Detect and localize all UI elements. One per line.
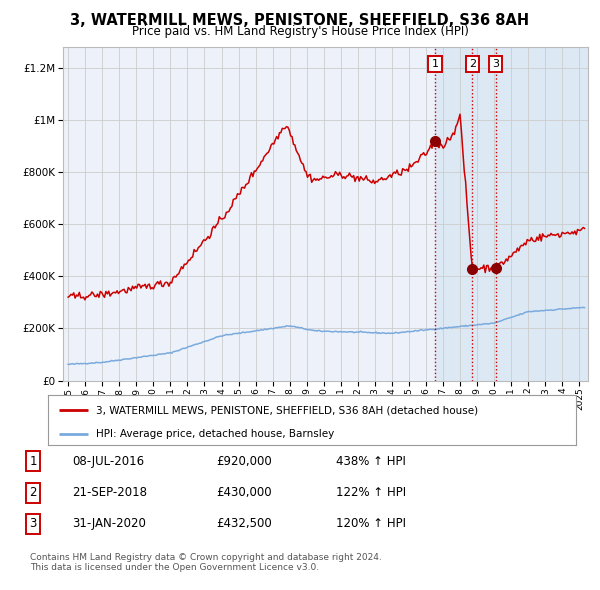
Text: 31-JAN-2020: 31-JAN-2020 xyxy=(72,517,146,530)
Text: HPI: Average price, detached house, Barnsley: HPI: Average price, detached house, Barn… xyxy=(95,430,334,440)
Text: 120% ↑ HPI: 120% ↑ HPI xyxy=(336,517,406,530)
Text: This data is licensed under the Open Government Licence v3.0.: This data is licensed under the Open Gov… xyxy=(30,563,319,572)
Text: 3: 3 xyxy=(29,517,37,530)
Text: 1: 1 xyxy=(29,455,37,468)
Text: 438% ↑ HPI: 438% ↑ HPI xyxy=(336,455,406,468)
Text: 3, WATERMILL MEWS, PENISTONE, SHEFFIELD, S36 8AH: 3, WATERMILL MEWS, PENISTONE, SHEFFIELD,… xyxy=(70,13,530,28)
Text: Price paid vs. HM Land Registry's House Price Index (HPI): Price paid vs. HM Land Registry's House … xyxy=(131,25,469,38)
Text: 122% ↑ HPI: 122% ↑ HPI xyxy=(336,486,406,499)
Text: 3, WATERMILL MEWS, PENISTONE, SHEFFIELD, S36 8AH (detached house): 3, WATERMILL MEWS, PENISTONE, SHEFFIELD,… xyxy=(95,405,478,415)
Text: £920,000: £920,000 xyxy=(216,455,272,468)
Text: 21-SEP-2018: 21-SEP-2018 xyxy=(72,486,147,499)
Text: 1: 1 xyxy=(431,59,439,69)
Text: 2: 2 xyxy=(29,486,37,499)
Text: £432,500: £432,500 xyxy=(216,517,272,530)
Text: 2: 2 xyxy=(469,59,476,69)
Text: Contains HM Land Registry data © Crown copyright and database right 2024.: Contains HM Land Registry data © Crown c… xyxy=(30,553,382,562)
Text: £430,000: £430,000 xyxy=(216,486,272,499)
Bar xyxy=(435,47,588,381)
Text: 08-JUL-2016: 08-JUL-2016 xyxy=(72,455,144,468)
Text: 3: 3 xyxy=(492,59,499,69)
